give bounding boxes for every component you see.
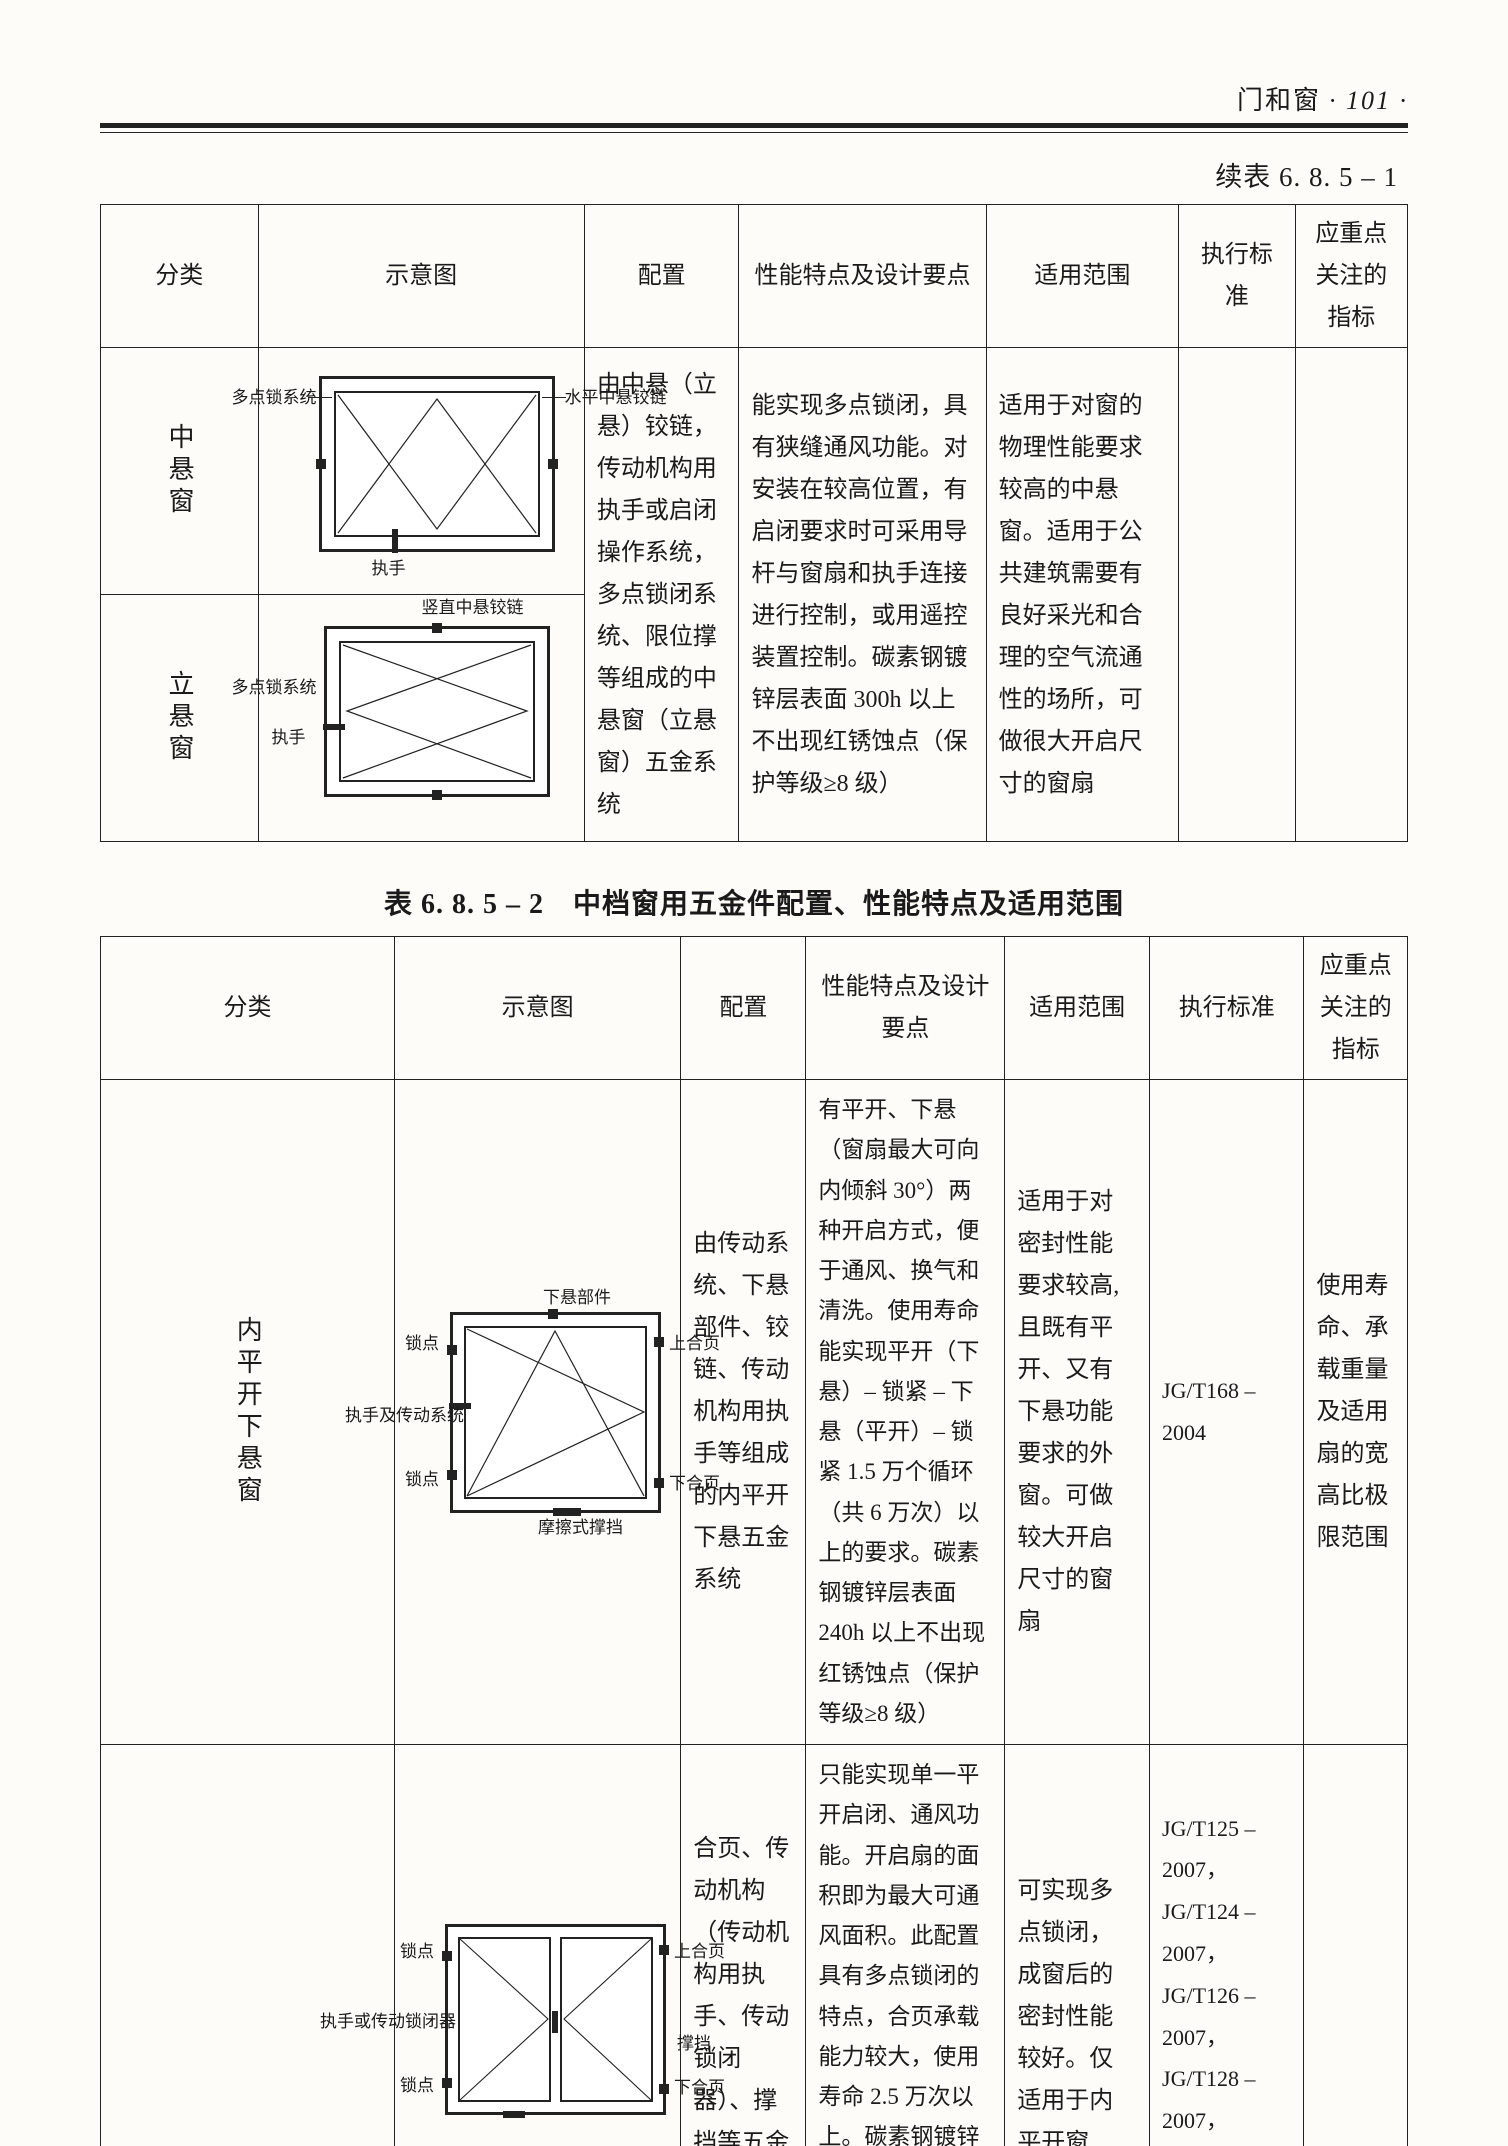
diag-label: 执手 xyxy=(372,560,406,577)
col-header: 适用范围 xyxy=(1005,937,1150,1080)
col-header: 配置 xyxy=(584,205,739,348)
t1-scope: 适用于对窗的物理性能要求较高的中悬窗。适用于公共建筑需要有良好采光和合理的空气流… xyxy=(986,348,1178,842)
table-row: 平开窗 锁点 上合页 执手或传动锁闭器 撑挡 锁点 xyxy=(101,1745,1408,2146)
col-header: 分类 xyxy=(101,205,259,348)
diag-label: 上合页 xyxy=(669,1335,720,1352)
diag-label: 上合页 xyxy=(674,1943,725,1960)
page-number: · 101 · xyxy=(1329,86,1408,116)
sash-diag-icon xyxy=(327,629,547,794)
t1-perf: 能实现多点锁闭，具有狭缝通风功能。对安装在较高位置，有启闭要求时可采用导杆与窗扇… xyxy=(739,348,986,842)
t1-std xyxy=(1179,348,1296,842)
row-cat-a: 中悬窗 xyxy=(157,423,203,519)
cell-focus: 使用寿命、承载重量及适用扇的宽高比极限范围 xyxy=(1304,1745,1408,2146)
header-rule xyxy=(100,123,1408,133)
col-header: 执行标准 xyxy=(1179,205,1296,348)
col-header: 性能特点及设计要点 xyxy=(739,205,986,348)
diag-label: 竖直中悬铰链 xyxy=(422,599,524,616)
diag-label: 执手及传动系统 xyxy=(345,1407,464,1424)
sash-diag-icon xyxy=(322,379,552,549)
table-2-caption: 表 6. 8. 5 – 2 中档窗用五金件配置、性能特点及适用范围 xyxy=(100,882,1408,922)
col-header: 执行标准 xyxy=(1150,937,1304,1080)
diag-label: 锁点 xyxy=(400,1943,434,1960)
diag-label: 多点锁系统 xyxy=(232,679,317,696)
col-header: 适用范围 xyxy=(986,205,1178,348)
page: 门和窗 · 101 · 续表 6. 8. 5 – 1 分类 示意图 配置 性能特… xyxy=(0,0,1508,2048)
diag-label: 下悬部件 xyxy=(543,1289,611,1306)
cell-scope: 可实现多点锁闭，成窗后的密封性能较好。仅适用于内平开窗 xyxy=(1005,1745,1150,2146)
row-cat: 内平开下悬窗 xyxy=(225,1316,271,1508)
schematic-tiltturn: 锁点 下悬部件 上合页 执手及传动系统 下合页 锁点 摩擦式撑挡 xyxy=(450,1312,661,1513)
col-header: 示意图 xyxy=(258,205,584,348)
cell-std: JG/T168 – 2004 xyxy=(1150,1080,1304,1745)
running-head: 门和窗 · 101 · xyxy=(100,80,1408,117)
schematic-hpivot: 多点锁系统 水平中悬铰链 执手 xyxy=(319,376,555,552)
table-row: 分类 示意图 配置 性能特点及设计要点 适用范围 执行标准 应重点关注的指标 xyxy=(101,937,1408,1080)
diag-label: 水平中悬铰链 xyxy=(565,389,667,406)
table-row: 内平开下悬窗 锁点 下悬部件 上合页 执手及传动系统 下合页 xyxy=(101,1080,1408,1745)
cell-perf: 只能实现单一平开启闭、通风功能。开启扇的面积即为最大可通风面积。此配置具有多点锁… xyxy=(806,1745,1005,2146)
schematic-vpivot: 竖直中悬铰链 多点锁系统 执手 xyxy=(324,626,550,797)
diag-label: 锁点 xyxy=(405,1471,439,1488)
table-1-caption: 续表 6. 8. 5 – 1 xyxy=(100,155,1398,194)
col-header: 应重点关注的指标 xyxy=(1304,937,1408,1080)
cell-scope: 适用于对密封性能要求较高,且既有平开、又有下悬功能要求的外窗。可做较大开启尺寸的… xyxy=(1005,1080,1150,1745)
sash-diag-icon xyxy=(453,1315,658,1510)
diag-label: 摩擦式撑挡 xyxy=(538,1519,623,1536)
table-row: 中悬窗 多点锁系统 水平中悬铰链 执手 由中悬（立悬）铰链，传动机 xyxy=(101,348,1408,595)
t1-config: 由中悬（立悬）铰链，传动机构用执手或启闭操作系统，多点锁闭系统、限位撑等组成的中… xyxy=(584,348,739,842)
col-header: 分类 xyxy=(101,937,395,1080)
col-header: 配置 xyxy=(681,937,806,1080)
cell-std: JG/T125 – 2007， JG/T124 – 2007， JG/T126 … xyxy=(1150,1745,1304,2146)
col-header: 应重点关注的指标 xyxy=(1295,205,1407,348)
col-header: 性能特点及设计要点 xyxy=(806,937,1005,1080)
table-row: 分类 示意图 配置 性能特点及设计要点 适用范围 执行标准 应重点关注的指标 xyxy=(101,205,1408,348)
diag-label: 执手 xyxy=(272,729,306,746)
t1-focus xyxy=(1295,348,1407,842)
diag-label: 锁点 xyxy=(405,1335,439,1352)
table-1: 分类 示意图 配置 性能特点及设计要点 适用范围 执行标准 应重点关注的指标 中… xyxy=(100,204,1408,842)
col-header: 示意图 xyxy=(395,937,681,1080)
cell-perf: 有平开、下悬（窗扇最大可向内倾斜 30°）两种开启方式，便于通风、换气和清洗。使… xyxy=(806,1080,1005,1745)
diag-label: 多点锁系统 xyxy=(232,389,317,406)
row-cat-b: 立悬窗 xyxy=(157,670,203,766)
schematic-casement-hinge: 锁点 上合页 执手或传动锁闭器 撑挡 锁点 下合页 xyxy=(445,1924,666,2115)
diag-label: 下合页 xyxy=(669,1475,720,1492)
diag-label: 锁点 xyxy=(400,2077,434,2094)
diag-label: 下合页 xyxy=(674,2079,725,2096)
table-2: 分类 示意图 配置 性能特点及设计要点 适用范围 执行标准 应重点关注的指标 内… xyxy=(100,936,1408,2146)
section-title: 门和窗 xyxy=(1237,80,1321,117)
diag-label: 执手或传动锁闭器 xyxy=(320,2013,456,2030)
diag-label: 撑挡 xyxy=(677,2035,711,2052)
cell-config: 由传动系统、下悬部件、铰链、传动机构用执手等组成的内平开下悬五金系统 xyxy=(681,1080,806,1745)
cell-focus: 使用寿命、承载重量及适用扇的宽高比极限范围 xyxy=(1304,1080,1408,1745)
